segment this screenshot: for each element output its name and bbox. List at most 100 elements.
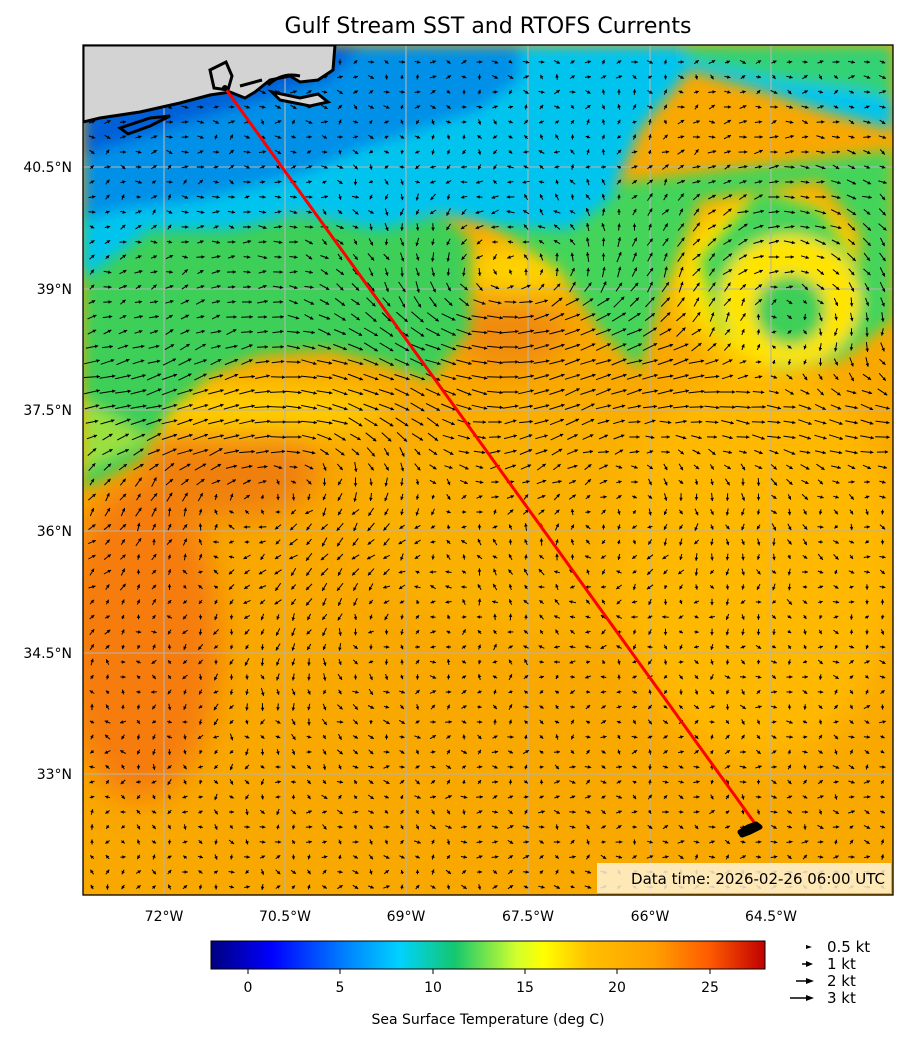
current-arrowhead: [880, 735, 885, 739]
current-arrowhead: [499, 375, 503, 379]
current-arrows: [83, 59, 890, 890]
current-arrowhead: [883, 180, 887, 184]
current-arrowhead: [432, 75, 437, 79]
current-arrowhead: [530, 359, 534, 364]
current-arrowhead: [616, 570, 621, 574]
current-arrowhead: [632, 570, 637, 574]
current-arrowhead: [792, 435, 796, 440]
current-arrowhead: [369, 676, 373, 681]
current-arrowhead: [491, 195, 496, 199]
current-arrowhead: [337, 542, 341, 547]
current-arrowhead: [305, 510, 309, 514]
current-arrowhead: [278, 225, 283, 229]
current-arrowhead: [217, 359, 222, 363]
current-arrowhead: [258, 571, 263, 575]
current-arrowhead: [790, 134, 794, 139]
current-arrowhead: [555, 584, 559, 588]
current-arrowhead: [169, 479, 173, 483]
current-arrowhead: [468, 406, 472, 411]
current-arrowhead: [214, 645, 218, 649]
current-arrowhead: [167, 584, 172, 588]
current-arrowhead: [710, 525, 714, 530]
current-arrowhead: [90, 254, 95, 259]
current-arrowhead: [384, 76, 389, 80]
current-arrowhead: [742, 180, 747, 184]
current-arrowhead: [415, 750, 419, 755]
current-arrowhead: [136, 584, 140, 588]
current-arrowhead: [571, 675, 575, 679]
current-arrowhead: [741, 571, 745, 576]
current-arrowhead: [741, 541, 745, 545]
current-arrowhead: [482, 420, 486, 424]
current-arrowhead: [446, 272, 451, 276]
current-arrowhead: [308, 90, 312, 94]
current-arrowhead: [173, 373, 178, 378]
current-arrowhead: [839, 436, 843, 440]
current-arrowhead: [585, 645, 589, 649]
current-arrowhead: [528, 449, 533, 453]
current-arrowhead: [834, 615, 839, 619]
current-arrowhead: [601, 193, 606, 198]
current-arrowhead: [200, 135, 204, 139]
current-arrowhead: [837, 406, 842, 410]
current-arrowhead: [570, 554, 575, 558]
current-arrowhead: [870, 435, 874, 440]
current-arrowhead: [695, 90, 699, 94]
current-arrowhead: [259, 540, 263, 544]
current-arrowhead: [462, 554, 466, 558]
current-arrowhead: [153, 150, 157, 154]
current-arrowhead: [203, 373, 207, 377]
current-arrowhead: [368, 512, 372, 516]
current-arrowhead: [384, 497, 388, 502]
current-arrowhead: [173, 433, 178, 438]
current-arrowhead: [866, 211, 871, 215]
current-arrowhead: [866, 90, 871, 94]
current-arrowhead: [881, 675, 886, 679]
current-arrowhead: [604, 434, 608, 438]
current-arrowhead: [383, 542, 387, 546]
current-arrowhead: [680, 193, 684, 198]
current-arrowhead: [184, 210, 189, 214]
current-arrowhead: [483, 376, 488, 380]
current-arrowhead: [201, 255, 205, 259]
current-arrowhead: [819, 600, 823, 604]
current-arrowhead: [649, 179, 653, 184]
current-arrowhead: [322, 646, 327, 650]
current-arrowhead: [869, 406, 874, 410]
current-arrowhead: [338, 511, 342, 516]
current-arrowhead: [107, 554, 111, 558]
current-arrowhead: [694, 675, 699, 679]
current-arrowhead: [803, 345, 807, 350]
current-arrowhead: [758, 705, 762, 709]
current-arrowhead: [834, 348, 838, 352]
current-arrowhead: [586, 223, 590, 227]
current-arrowhead: [369, 586, 373, 591]
current-arrowhead: [200, 315, 205, 319]
current-arrowhead: [680, 75, 684, 79]
current-arrowhead: [278, 240, 283, 244]
current-arrowhead: [725, 645, 730, 649]
current-arrowhead: [711, 268, 715, 272]
current-arrowhead: [623, 373, 627, 378]
current-arrowhead: [229, 780, 233, 785]
current-arrowhead: [167, 706, 172, 711]
current-arrowhead: [447, 510, 451, 514]
current-arrowhead: [322, 587, 326, 591]
current-arrowhead: [850, 585, 854, 589]
current-arrowhead: [835, 765, 840, 769]
current-arrowhead: [264, 299, 268, 304]
current-arrowhead: [415, 720, 420, 724]
current-arrowhead: [420, 407, 425, 412]
current-arrowhead: [90, 225, 95, 229]
current-arrowhead: [369, 720, 373, 725]
current-arrowhead: [667, 328, 672, 332]
current-arrowhead: [882, 377, 886, 381]
current-arrowhead: [680, 120, 685, 124]
current-arrowhead: [743, 254, 747, 258]
current-arrowhead: [446, 165, 451, 170]
current-arrowhead: [697, 343, 702, 347]
current-arrowhead: [340, 225, 344, 229]
current-arrowhead: [415, 242, 419, 247]
current-arrowhead: [590, 403, 595, 407]
current-arrowhead: [835, 660, 840, 664]
